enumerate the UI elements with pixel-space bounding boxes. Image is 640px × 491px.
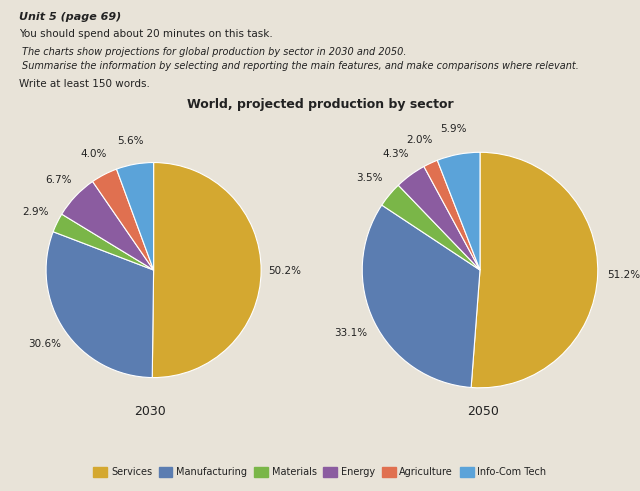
Text: 3.5%: 3.5% xyxy=(356,173,383,183)
Wedge shape xyxy=(424,160,480,270)
Text: World, projected production by sector: World, projected production by sector xyxy=(187,98,453,111)
Text: 33.1%: 33.1% xyxy=(335,328,367,338)
Text: 4.0%: 4.0% xyxy=(80,149,106,159)
Text: Unit 5 (page 69): Unit 5 (page 69) xyxy=(19,12,122,22)
Text: 51.2%: 51.2% xyxy=(607,271,640,280)
Text: Write at least 150 words.: Write at least 150 words. xyxy=(19,79,150,88)
Legend: Services, Manufacturing, Materials, Energy, Agriculture, Info-Com Tech: Services, Manufacturing, Materials, Ener… xyxy=(90,464,550,481)
Text: 30.6%: 30.6% xyxy=(29,339,61,349)
Wedge shape xyxy=(362,205,480,387)
Text: 5.6%: 5.6% xyxy=(117,136,144,146)
Wedge shape xyxy=(437,152,480,270)
Text: 2050: 2050 xyxy=(467,405,499,418)
Text: 6.7%: 6.7% xyxy=(45,175,72,185)
Wedge shape xyxy=(382,185,480,270)
Wedge shape xyxy=(398,166,480,270)
Wedge shape xyxy=(61,182,154,270)
Wedge shape xyxy=(152,163,261,378)
Text: 5.9%: 5.9% xyxy=(440,124,467,134)
Text: The charts show projections for global production by sector in 2030 and 2050.: The charts show projections for global p… xyxy=(22,47,407,56)
Text: 50.2%: 50.2% xyxy=(268,266,301,276)
Wedge shape xyxy=(53,214,154,270)
Text: Summarise the information by selecting and reporting the main features, and make: Summarise the information by selecting a… xyxy=(22,61,579,71)
Wedge shape xyxy=(46,232,154,378)
Text: You should spend about 20 minutes on this task.: You should spend about 20 minutes on thi… xyxy=(19,29,273,39)
Wedge shape xyxy=(93,169,154,270)
Text: 4.3%: 4.3% xyxy=(382,149,408,159)
Text: 2.0%: 2.0% xyxy=(406,135,433,145)
Wedge shape xyxy=(116,163,154,270)
Text: 2.9%: 2.9% xyxy=(22,207,49,218)
Text: 2030: 2030 xyxy=(134,405,166,418)
Wedge shape xyxy=(471,152,598,388)
